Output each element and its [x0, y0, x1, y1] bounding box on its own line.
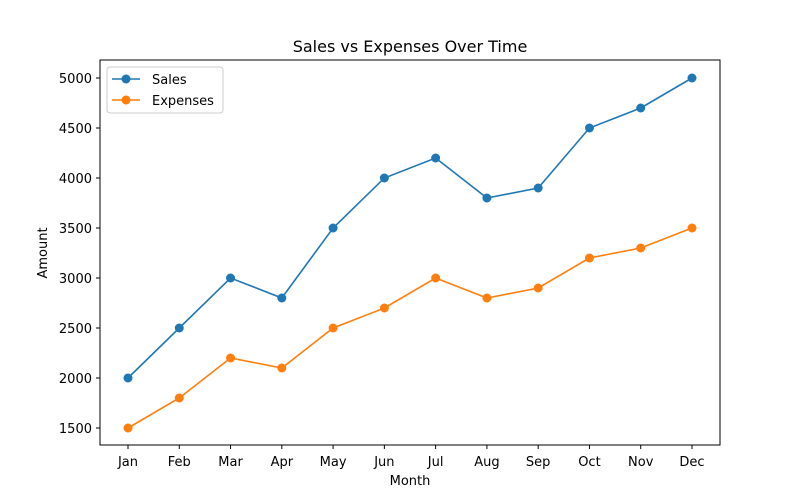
- sales-point: [636, 103, 646, 113]
- x-tick-label: Sep: [526, 455, 551, 470]
- y-tick-label: 1500: [59, 422, 92, 437]
- sales-point: [482, 193, 492, 203]
- x-tick-label: Jan: [117, 455, 138, 470]
- x-tick-label: Dec: [679, 455, 704, 470]
- x-axis-label: Month: [390, 474, 431, 489]
- sales-point: [533, 183, 543, 193]
- sales-line: [127, 77, 693, 379]
- sales-point: [123, 373, 133, 383]
- sales-point: [328, 223, 338, 233]
- y-axis-label: Amount: [36, 227, 51, 278]
- expenses-legend-label: Expenses: [152, 94, 214, 109]
- y-tick-label: 2500: [59, 322, 92, 337]
- y-tick-label: 3500: [59, 222, 92, 237]
- expenses-point: [687, 223, 697, 233]
- plot-frame: [99, 59, 721, 446]
- y-tick-label: 3000: [59, 272, 92, 287]
- expenses-point: [636, 243, 646, 253]
- y-tick-label: 4000: [59, 172, 92, 187]
- expenses-point: [482, 293, 492, 303]
- sales-point: [174, 323, 184, 333]
- expenses-point: [174, 393, 184, 403]
- sales-point: [379, 173, 389, 183]
- expenses-legend-marker: [121, 95, 131, 105]
- x-tick-label: Feb: [168, 455, 191, 470]
- chart-title: Sales vs Expenses Over Time: [293, 37, 528, 56]
- expenses-point: [328, 323, 338, 333]
- x-tick-label: Jun: [373, 455, 394, 470]
- sales-point: [431, 153, 441, 163]
- expenses-line: [127, 227, 693, 429]
- sales-legend-marker: [121, 74, 131, 84]
- x-tick-label: Apr: [271, 455, 294, 470]
- expenses-point: [584, 253, 594, 263]
- expenses-point: [277, 363, 287, 373]
- sales-point: [584, 123, 594, 133]
- x-tick-label: May: [320, 455, 347, 470]
- expenses-point: [533, 283, 543, 293]
- sales-point: [226, 273, 236, 283]
- sales-point: [277, 293, 287, 303]
- x-tick-label: Nov: [628, 455, 654, 470]
- legend: Sales Expenses: [106, 66, 224, 114]
- expenses-point: [379, 303, 389, 313]
- expenses-point: [123, 423, 133, 433]
- y-tick-label: 4500: [59, 122, 92, 137]
- sales-point: [687, 73, 697, 83]
- sales-legend-label: Sales: [152, 73, 187, 88]
- x-tick-label: Aug: [474, 455, 499, 470]
- expenses-point: [431, 273, 441, 283]
- x-tick-label: Oct: [578, 455, 600, 470]
- y-tick-label: 5000: [59, 72, 92, 87]
- x-tick-label: Mar: [218, 455, 243, 470]
- y-tick-label: 2000: [59, 372, 92, 387]
- expenses-point: [226, 353, 236, 363]
- x-tick-label: Jul: [427, 455, 444, 470]
